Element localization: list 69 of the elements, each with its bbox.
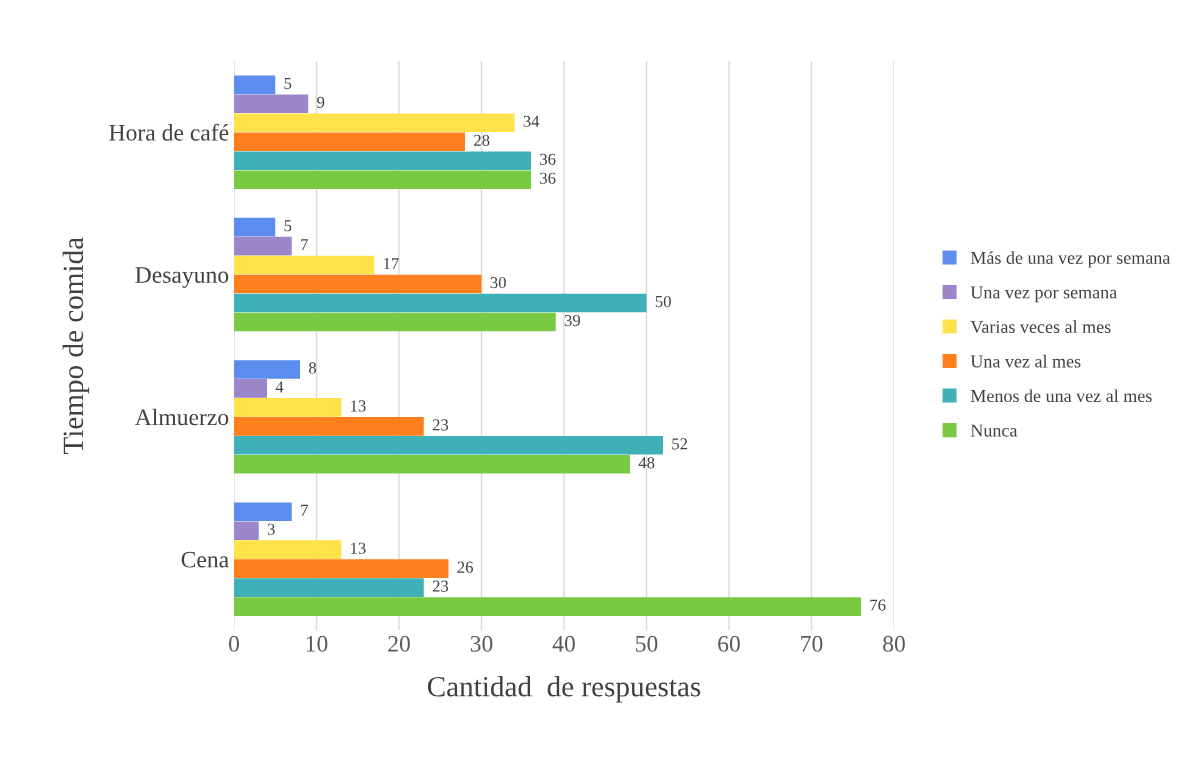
x-axis-title: Cantidad de respuestas [427,676,701,703]
bar [234,132,465,152]
bar [234,398,342,417]
data-label: 39 [564,314,581,327]
y-tick-label: Almuerzo [134,408,229,426]
data-label: 30 [490,276,506,289]
data-label: 3 [267,523,275,535]
legend-label: Varias veces al mes [970,320,1111,334]
data-label: 76 [870,599,886,611]
data-label: 7 [301,239,308,251]
data-label: 48 [638,457,655,469]
y-axis-title: Tiempo de comida [62,237,90,455]
data-label: 36 [540,153,556,165]
x-tick-label: 20 [388,635,410,652]
bar [234,559,449,578]
data-label: 34 [523,115,540,127]
bar [234,170,531,189]
data-label: 23 [432,580,449,592]
bar [234,417,424,436]
y-tick-label: Hora de café [109,123,229,141]
x-tick-label: 0 [229,635,239,652]
bar [234,151,531,171]
data-label: 13 [351,542,366,554]
bar [234,379,267,398]
data-label: 28 [474,134,490,146]
bar [234,113,515,133]
data-label: 50 [655,295,671,308]
x-tick-label: 40 [552,635,575,652]
bar [234,217,276,237]
bar [234,360,300,379]
bar [234,436,663,455]
bar [234,540,342,559]
data-label: 8 [308,362,317,374]
bar [234,274,482,294]
bar [234,578,424,597]
data-label: 17 [384,258,399,270]
legend-label: Menos de una vez al mes [970,389,1152,403]
bar [234,454,630,474]
bar [234,312,556,332]
y-tick-label: Desayuno [135,267,229,288]
bar [234,502,292,522]
y-tick-label: Cena [181,551,229,568]
bar [234,597,861,616]
data-label: 5 [284,220,292,232]
x-tick-label: 50 [636,635,658,652]
legend-label: Una vez al mes [970,354,1081,368]
bar [234,94,309,114]
data-label: 7 [301,504,308,516]
bar [234,521,259,540]
data-label: 9 [317,96,325,108]
legend-label: Más de una vez por semana [970,251,1171,268]
data-label: 36 [540,172,556,184]
data-label: 4 [275,381,284,393]
data-label: 26 [457,561,473,573]
bar [234,255,375,275]
x-tick-label: 80 [883,635,905,652]
bar [234,75,276,95]
data-label: 5 [284,77,292,90]
bar [234,236,292,256]
bar [234,293,647,313]
x-tick-label: 10 [306,635,328,652]
x-tick-label: 60 [718,635,740,652]
legend-label: Nunca [970,424,1018,437]
data-label: 23 [432,419,449,431]
data-label: 52 [672,438,688,450]
x-tick-label: 30 [470,635,493,652]
legend-label: Una vez por semana [970,286,1117,303]
data-label: 13 [351,400,366,412]
x-tick-label: 70 [801,635,823,652]
